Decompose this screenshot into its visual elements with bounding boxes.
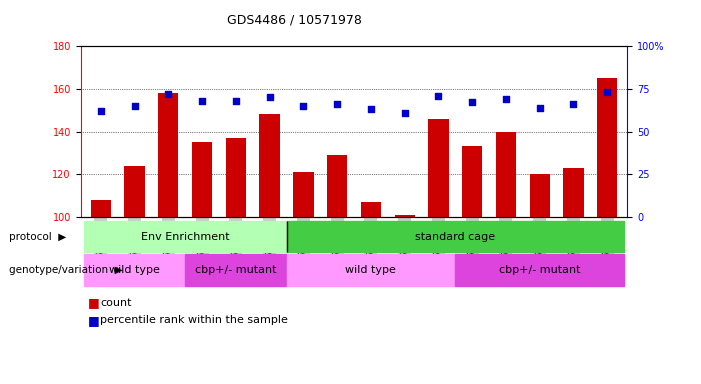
Bar	[125, 166, 144, 217]
Point	[230, 98, 241, 104]
Bar	[158, 93, 179, 217]
Bar	[529, 174, 550, 217]
Text: wild type: wild type	[346, 265, 396, 275]
Bar	[90, 200, 111, 217]
Bar	[327, 155, 347, 217]
Text: count: count	[100, 298, 132, 308]
Text: wild type: wild type	[109, 265, 160, 275]
Bar	[428, 119, 449, 217]
Point	[467, 99, 478, 106]
Point	[196, 98, 207, 104]
Point	[534, 104, 545, 111]
Bar	[361, 202, 381, 217]
Point	[298, 103, 309, 109]
Text: genotype/variation  ▶: genotype/variation ▶	[9, 265, 123, 275]
Point	[501, 96, 512, 102]
Bar	[462, 146, 482, 217]
Point	[332, 101, 343, 107]
Point	[129, 103, 140, 109]
Bar	[597, 78, 618, 217]
Point	[163, 91, 174, 97]
Point	[433, 93, 444, 99]
Bar	[192, 142, 212, 217]
Bar	[564, 168, 583, 217]
Bar	[293, 172, 313, 217]
Point	[601, 89, 613, 95]
Text: standard cage: standard cage	[415, 232, 496, 242]
Bar	[496, 132, 516, 217]
Text: Env Enrichment: Env Enrichment	[141, 232, 229, 242]
Text: cbp+/- mutant: cbp+/- mutant	[499, 265, 580, 275]
Point	[399, 110, 410, 116]
Text: ■: ■	[88, 314, 100, 327]
Bar	[226, 138, 246, 217]
Point	[264, 94, 275, 101]
Text: percentile rank within the sample: percentile rank within the sample	[100, 315, 288, 325]
Text: cbp+/- mutant: cbp+/- mutant	[195, 265, 277, 275]
Bar	[395, 215, 415, 217]
Text: GDS4486 / 10571978: GDS4486 / 10571978	[227, 13, 362, 26]
Bar	[259, 114, 280, 217]
Text: protocol  ▶: protocol ▶	[9, 232, 67, 242]
Text: ■: ■	[88, 296, 100, 310]
Point	[568, 101, 579, 107]
Point	[365, 106, 376, 113]
Point	[95, 108, 107, 114]
